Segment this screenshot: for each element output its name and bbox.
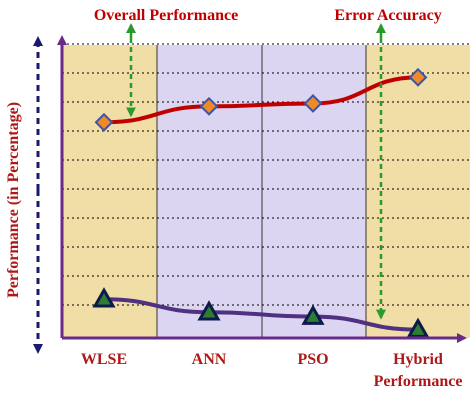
category-band [262, 45, 366, 338]
data-point-diamond [303, 94, 323, 113]
x-tick-label: ANN [192, 351, 227, 368]
annotation-label: Error Accuracy [334, 7, 441, 24]
series-line [102, 297, 420, 332]
data-point-triangle [406, 317, 430, 338]
annotations: Overall Performance Error Accuracy [94, 7, 442, 320]
series-group [92, 67, 430, 338]
data-point-diamond [408, 67, 428, 87]
data-point-diamond [199, 96, 219, 116]
category-band [157, 45, 262, 338]
category-band [366, 45, 470, 338]
x-tick-label: PSO [297, 351, 328, 368]
series-line [102, 75, 420, 125]
data-point-triangle [197, 300, 221, 321]
data-point-triangle [301, 304, 325, 325]
data-point-triangle [92, 287, 116, 308]
annotation-label: Overall Performance [94, 7, 238, 24]
gridlines [62, 43, 470, 306]
category-bands [62, 45, 470, 338]
x-tick-label: Hybrid Performance [374, 351, 463, 390]
y-axis-label: Performance (in Percentage) [5, 102, 22, 298]
data-point-diamond [94, 112, 114, 132]
x-tick-label: WLSE [81, 351, 127, 368]
x-tick-labels: WLSE ANN PSO Hybrid Performance [81, 351, 463, 390]
category-band [62, 45, 157, 338]
axes [57, 35, 467, 343]
